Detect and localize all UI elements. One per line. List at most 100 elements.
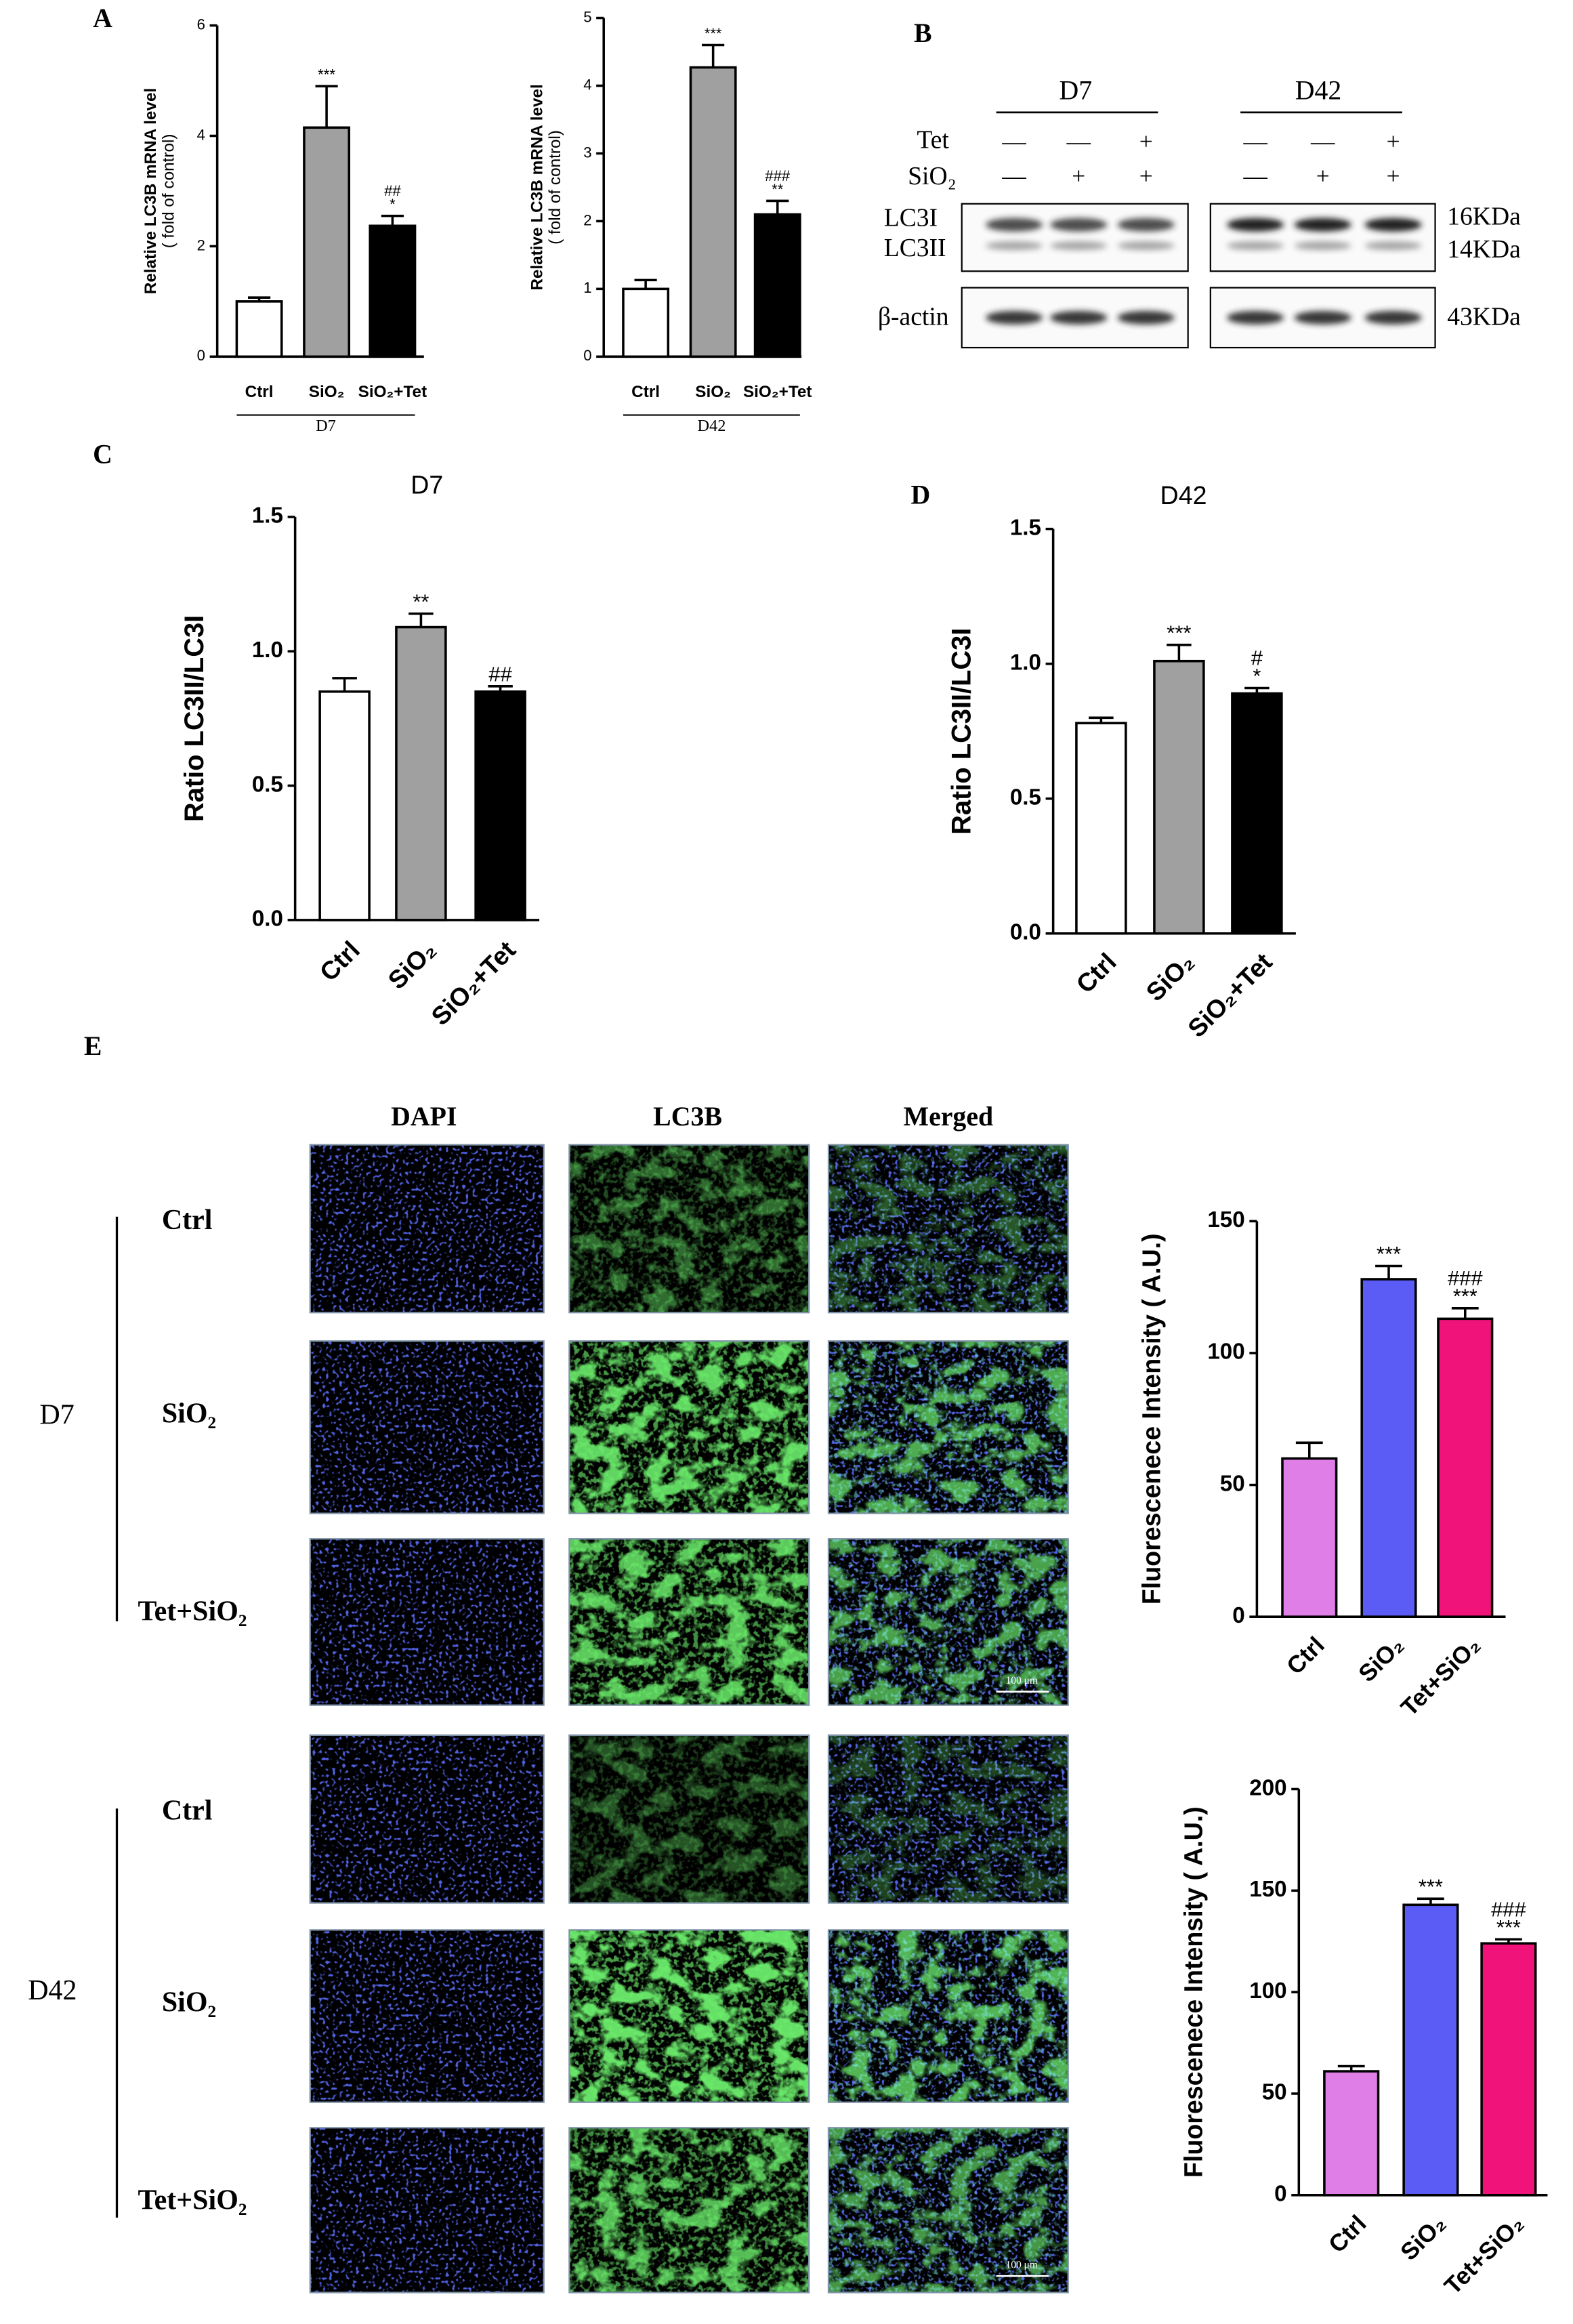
lc3b-detail: [569, 1341, 810, 1514]
lane-sign: —: [1310, 127, 1335, 154]
x-tick-label: Ctrl: [1282, 1632, 1330, 1680]
x-tick-label: SiO₂: [1396, 2210, 1451, 2266]
significance-label: *: [390, 196, 396, 213]
bar: [1281, 1457, 1338, 1618]
y-tick-label: 0: [197, 347, 205, 364]
bar-chart: 0 2 4 6 Relative LC3B mRNA level( fold of co…: [142, 16, 427, 434]
x-tick-label: Ctrl: [1070, 947, 1121, 998]
x-tick-label: Ctrl: [245, 383, 274, 401]
dapi-signal: [310, 1539, 544, 1705]
panel-label: A: [93, 3, 112, 33]
band: [1227, 241, 1284, 251]
band: [1117, 241, 1175, 251]
row-label: Tet+SiO₂: [138, 2185, 247, 2216]
y-axis-label: ( fold of control): [159, 134, 177, 249]
significance-label: #: [1251, 646, 1263, 670]
bar-chart: 0.0 0.5 1.0 1.5 Ratio LC3II/LC3I D7 Ctrl ** SiO₂…: [180, 471, 540, 1031]
micrograph-frame: [568, 1929, 810, 2103]
lane-sign: —: [1001, 127, 1026, 154]
y-tick-label: 0.5: [1010, 785, 1041, 810]
group-label: D42: [697, 417, 726, 435]
y-tick-label: 1: [583, 279, 591, 296]
row-label: SiO₂: [162, 1398, 216, 1429]
lc3b-detail: [569, 1930, 810, 2102]
bar-chart: 0.0 0.5 1.0 1.5 Ratio LC3II/LC3I D42 Ctrl *** Si…: [946, 481, 1296, 1043]
lane-sign: —: [1066, 127, 1091, 154]
y-tick-label: 0: [1274, 2182, 1286, 2207]
y-axis-label: ( fold of control): [546, 130, 564, 245]
lane-sign: —: [1001, 162, 1026, 189]
bar: [1360, 1278, 1417, 1618]
lane-sign: +: [1072, 162, 1085, 189]
significance-label: ***: [1453, 1284, 1477, 1308]
bar: [235, 300, 283, 358]
row-label: Tet+SiO₂: [138, 1596, 247, 1627]
y-axis-label: Relative LC3B mRNA level: [528, 84, 546, 290]
size-label: 14KDa: [1447, 236, 1521, 264]
significance-label: ##: [384, 182, 401, 199]
lane-sign: +: [1387, 127, 1400, 154]
y-axis-label: Fluorescenece Intensity ( A.U.): [1137, 1233, 1166, 1604]
band: [1050, 241, 1108, 251]
y-tick-label: 0.0: [252, 907, 283, 932]
bar: [369, 224, 417, 358]
bar: [1480, 1942, 1537, 2197]
bar: [1437, 1317, 1494, 1618]
micrograph-frame: [309, 1538, 545, 1706]
bar: [689, 66, 737, 358]
bar: [318, 690, 371, 921]
column-header: DAPI: [391, 1102, 457, 1132]
row-label: Ctrl: [162, 1205, 213, 1236]
lc3b-detail: [828, 1930, 1068, 2102]
dapi-signal: [310, 2128, 544, 2293]
micrograph-frame: [827, 1340, 1069, 1514]
bar: [622, 287, 670, 358]
micrograph-frame: [568, 1734, 810, 1904]
band: [1050, 217, 1108, 232]
band: [1117, 217, 1175, 232]
lc3b-detail: [828, 1539, 1068, 1705]
chart-title: D7: [411, 471, 443, 499]
y-axis-label: Relative LC3B mRNA level: [142, 88, 160, 294]
treatment-label: SiO₂: [908, 163, 957, 190]
row-label: SiO₂: [162, 1987, 216, 2018]
dapi-signal: [310, 1144, 544, 1313]
row-label: Ctrl: [162, 1796, 213, 1827]
band: [986, 241, 1043, 251]
y-axis-label: Ratio LC3II/LC3I: [180, 615, 209, 822]
lc3b-detail: [828, 1144, 1068, 1313]
significance-label: ###: [1491, 1897, 1526, 1921]
bar: [753, 213, 801, 358]
y-tick-label: 0.5: [252, 772, 283, 797]
y-tick-label: 100: [1207, 1340, 1244, 1365]
micrograph-frame: [827, 1538, 1069, 1706]
band: [1364, 310, 1422, 325]
band-label: LC3I: [884, 205, 938, 232]
band: [1364, 217, 1422, 232]
lc3b-detail: [828, 1735, 1068, 1903]
micrographs: DAPI LC3B Merged D7 D42 Ctrl SiO₂ Tet+SiO₂…: [28, 1102, 1069, 2294]
y-axis-label: Ratio LC3II/LC3I: [946, 628, 976, 835]
y-tick-label: 5: [583, 8, 591, 25]
dapi-signal: [310, 1341, 544, 1514]
bar: [474, 690, 526, 921]
significance-label: **: [772, 181, 784, 198]
micrograph-frame: [309, 1929, 545, 2103]
lc3b-detail: [828, 1341, 1068, 1514]
scale-bar-label: 100 μm: [1005, 2259, 1037, 2270]
dapi-signal: [310, 1735, 544, 1903]
micrograph-frame: [309, 2127, 545, 2294]
micrograph-frame: [827, 1929, 1069, 2103]
band: [1227, 310, 1284, 325]
x-tick-label: SiO₂+Tet: [743, 383, 812, 401]
y-tick-label: 0: [1232, 1603, 1244, 1628]
y-axis-label: Fluorescenece Intensity ( A.U.): [1179, 1806, 1208, 2178]
group-label: D42: [28, 1975, 77, 2006]
micrograph-frame: [827, 2127, 1069, 2294]
micrograph-frame: [309, 1734, 545, 1904]
lane-sign: —: [1242, 127, 1267, 154]
micrograph-frame: [568, 1144, 810, 1314]
y-tick-label: 150: [1249, 1877, 1286, 1902]
x-tick-label: Tet+SiO₂: [1440, 2210, 1529, 2300]
group-label: D7: [316, 417, 336, 435]
